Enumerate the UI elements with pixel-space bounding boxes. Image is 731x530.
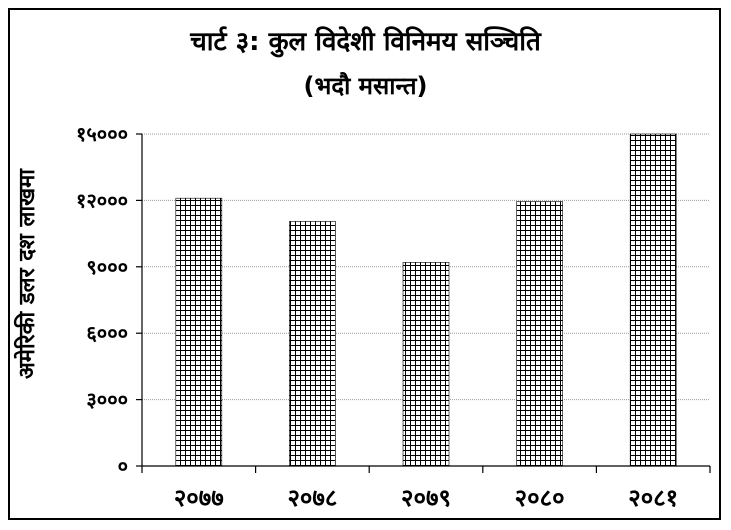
y-tick-labels: ० ३००० ६००० ९००० १२००० १५००० — [76, 122, 128, 478]
bar — [516, 201, 563, 467]
y-tick-label: ९००० — [86, 255, 128, 279]
x-tick-label: २०७८ — [287, 484, 337, 512]
bar — [289, 221, 336, 467]
axes — [136, 133, 711, 473]
bar — [175, 197, 223, 467]
chart-subtitle: (भदौ मसान्त) — [303, 72, 428, 100]
bar — [629, 133, 677, 467]
y-tick-label: ३००० — [86, 388, 128, 412]
bar — [402, 262, 450, 467]
chart-title: चार्ट ३: कुल विदेशी विनिमय सञ्चिति — [190, 27, 541, 57]
x-tick-label: २०७९ — [401, 484, 451, 512]
x-tick-label: २०८० — [515, 484, 565, 512]
bars — [175, 133, 677, 467]
y-tick-label: ६००० — [86, 321, 128, 345]
x-tick-label: २०७७ — [174, 484, 224, 512]
y-tick-label: १२००० — [76, 188, 128, 212]
chart-frame — [8, 8, 721, 520]
y-tick-label: १५००० — [76, 122, 128, 146]
y-tick-label: ० — [118, 454, 128, 478]
x-tick-label: २०८१ — [628, 484, 678, 512]
x-tick-labels: २०७७ २०७८ २०७९ २०८० २०८१ — [174, 484, 678, 512]
